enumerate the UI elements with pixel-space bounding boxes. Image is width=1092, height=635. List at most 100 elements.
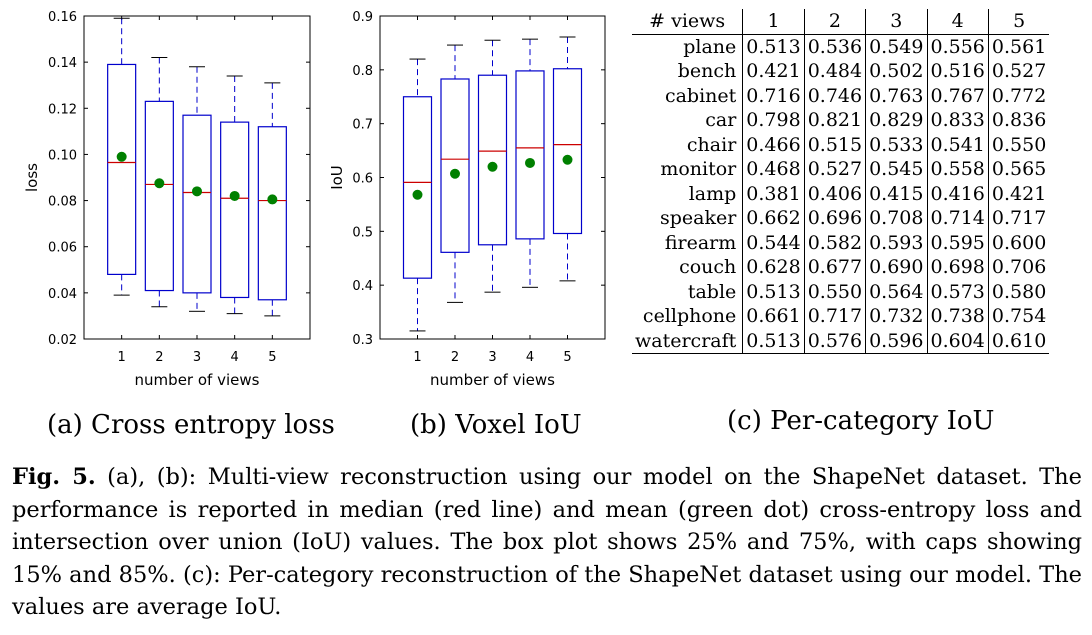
iou-value: 0.533 — [865, 132, 927, 157]
header-view-count: 4 — [926, 9, 989, 35]
iou-value: 0.593 — [865, 230, 927, 255]
iou-value: 0.604 — [926, 328, 989, 354]
box — [440, 78, 470, 253]
x-tick-label: 5 — [563, 350, 571, 365]
iou-value: 0.541 — [926, 132, 989, 157]
x-tick-label: 4 — [526, 350, 534, 365]
header-view-count: 5 — [987, 9, 1050, 35]
y-tick-label: 0.12 — [48, 102, 77, 117]
table-row: car 0.798 0.821 0.829 0.833 0.836 — [632, 108, 1050, 133]
category-name: lamp — [688, 182, 737, 205]
y-tick-label: 0.9 — [352, 10, 373, 25]
y-tick-label: 0.02 — [48, 333, 77, 348]
x-axis-label: number of views — [430, 371, 555, 389]
y-tick-label: 0.8 — [352, 64, 373, 79]
iou-value: 0.696 — [803, 206, 866, 231]
iou-value: 0.582 — [803, 230, 866, 255]
box — [402, 96, 433, 279]
figure-label: Fig. 5. — [12, 464, 96, 490]
iou-value: 0.549 — [865, 34, 927, 59]
iou-value: 0.565 — [987, 157, 1050, 182]
y-tick-label: 0.5 — [352, 225, 373, 240]
iou-value: 0.772 — [987, 83, 1050, 108]
iou-value: 0.421 — [987, 181, 1050, 206]
box — [182, 114, 212, 294]
category-name: firearm — [664, 231, 737, 254]
iou-value: 0.716 — [742, 83, 805, 108]
iou-value: 0.738 — [926, 304, 989, 329]
y-tick-label: 0.4 — [352, 279, 373, 294]
x-tick-label: 1 — [118, 350, 126, 365]
category-name: bench — [677, 60, 737, 83]
table-row: chair 0.466 0.515 0.533 0.541 0.550 — [632, 132, 1050, 157]
iou-value: 0.717 — [803, 304, 866, 329]
mean-dot — [192, 186, 202, 197]
header-views: # views — [632, 9, 743, 35]
y-tick-label: 0.04 — [48, 287, 77, 302]
subcaption-c: (c) Per-category IoU — [727, 406, 995, 436]
category-name: watercraft — [632, 328, 743, 354]
mean-dot — [487, 161, 498, 172]
table-row: bench 0.421 0.484 0.502 0.516 0.527 — [632, 59, 1050, 84]
iou-value: 0.527 — [803, 157, 866, 182]
iou-value: 0.610 — [987, 328, 1050, 354]
iou-value: 0.821 — [803, 108, 866, 133]
mean-dot — [267, 194, 278, 205]
per-category-iou-table: # views 1 2 3 4 5 plane 0.513 0.536 0.549 0.556 0.… — [632, 9, 1050, 354]
iou-value: 0.661 — [742, 304, 805, 329]
iou-value: 0.550 — [987, 132, 1050, 157]
y-tick-label: 0.7 — [352, 118, 373, 133]
y-axis-label: loss — [23, 163, 41, 192]
box — [220, 121, 250, 299]
iou-value: 0.576 — [803, 328, 866, 354]
table-row: monitor 0.468 0.527 0.545 0.558 0.565 — [632, 157, 1050, 182]
mean-dot — [525, 157, 535, 168]
iou-value: 0.561 — [987, 34, 1050, 59]
iou-value: 0.732 — [865, 304, 927, 329]
box — [515, 70, 545, 240]
iou-value: 0.677 — [803, 255, 866, 280]
loss-boxplot: 0.02 0.04 0.06 0.08 0.10 0.12 0.14 0.16 1 2 3 4 5 num… — [23, 10, 311, 389]
iou-value: 0.763 — [865, 83, 927, 108]
mean-dot — [412, 189, 423, 200]
iou-value: 0.515 — [803, 132, 866, 157]
figure-caption: Fig. 5. (a), (b): Multi-view reconstruct… — [12, 461, 1082, 624]
x-tick-label: 3 — [488, 350, 496, 365]
iou-value: 0.600 — [987, 230, 1050, 255]
iou-value: 0.527 — [987, 59, 1050, 84]
iou-value: 0.516 — [926, 59, 989, 84]
category-name: cabinet — [664, 84, 737, 107]
category-name: couch — [679, 256, 737, 279]
subcaption-b: (b) Voxel IoU — [410, 410, 582, 440]
figure-caption-text: (a), (b): Multi-view reconstruction usin… — [12, 464, 1082, 620]
iou-value: 0.466 — [742, 132, 805, 157]
iou-value: 0.698 — [926, 255, 989, 280]
y-tick-label: 0.16 — [48, 10, 77, 25]
iou-value: 0.595 — [926, 230, 989, 255]
x-tick-label: 4 — [231, 350, 239, 365]
subcaption-a: (a) Cross entropy loss — [47, 410, 335, 440]
iou-value: 0.833 — [926, 108, 989, 133]
iou-value: 0.662 — [742, 206, 805, 231]
y-tick-label: 0.6 — [352, 172, 373, 187]
table-row: couch 0.628 0.677 0.690 0.698 0.706 — [632, 255, 1050, 280]
iou-value: 0.550 — [803, 279, 866, 304]
x-axis-label: number of views — [135, 371, 260, 389]
header-view-count: 1 — [742, 9, 805, 35]
iou-value: 0.746 — [803, 83, 866, 108]
x-tick-label: 3 — [193, 350, 201, 365]
y-tick-label: 0.3 — [352, 333, 373, 348]
table-row: firearm 0.544 0.582 0.593 0.595 0.600 — [632, 230, 1050, 255]
iou-value: 0.556 — [926, 34, 989, 59]
x-tick-label: 5 — [268, 350, 276, 365]
iou-value: 0.513 — [742, 34, 805, 59]
table-row: cellphone 0.661 0.717 0.732 0.738 0.754 — [632, 304, 1050, 329]
iou-value: 0.573 — [926, 279, 989, 304]
category-name: monitor — [660, 158, 737, 181]
table-header-row: # views 1 2 3 4 5 — [632, 9, 1050, 35]
category-name: chair — [686, 133, 737, 156]
mean-dot — [229, 190, 240, 201]
y-tick-label: 0.08 — [48, 195, 77, 210]
box — [107, 63, 137, 275]
iou-value: 0.545 — [865, 157, 927, 182]
